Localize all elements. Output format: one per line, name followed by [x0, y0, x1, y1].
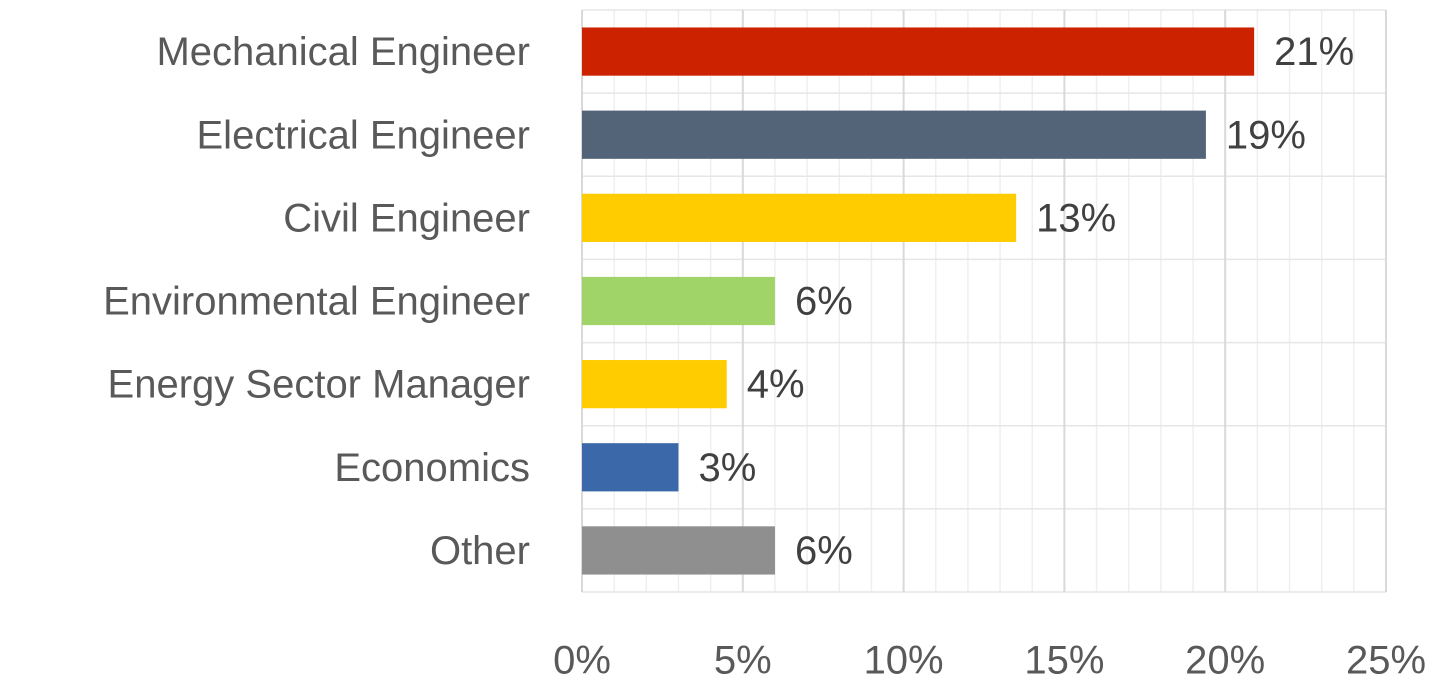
x-tick-label: 10% [864, 639, 944, 683]
bar [582, 276, 775, 326]
x-tick-label: 15% [1024, 639, 1104, 683]
bar [582, 443, 679, 492]
y-tick-label: Mechanical Engineer [156, 30, 530, 74]
y-tick-label: Civil Engineer [283, 196, 530, 240]
x-tick-label: 0% [553, 639, 611, 683]
data-label: 21% [1274, 30, 1354, 74]
y-tick-label: Economics [334, 446, 530, 490]
data-label: 19% [1226, 113, 1306, 157]
x-tick-label: 20% [1185, 639, 1265, 683]
y-tick-label: Energy Sector Manager [108, 363, 530, 407]
data-label: 6% [795, 280, 853, 324]
x-tick-label: 25% [1346, 639, 1426, 683]
y-tick-label: Other [430, 529, 530, 573]
y-tick-label: Electrical Engineer [197, 113, 531, 157]
bar [582, 27, 1255, 76]
data-label: 3% [698, 446, 756, 490]
bar [582, 110, 1206, 159]
bar [582, 360, 727, 409]
data-label: 4% [747, 363, 805, 407]
bar [582, 193, 1017, 242]
data-label: 13% [1036, 196, 1116, 240]
bar [582, 526, 775, 575]
data-label: 6% [795, 529, 853, 573]
y-tick-label: Environmental Engineer [103, 280, 530, 324]
x-tick-label: 5% [714, 639, 772, 683]
